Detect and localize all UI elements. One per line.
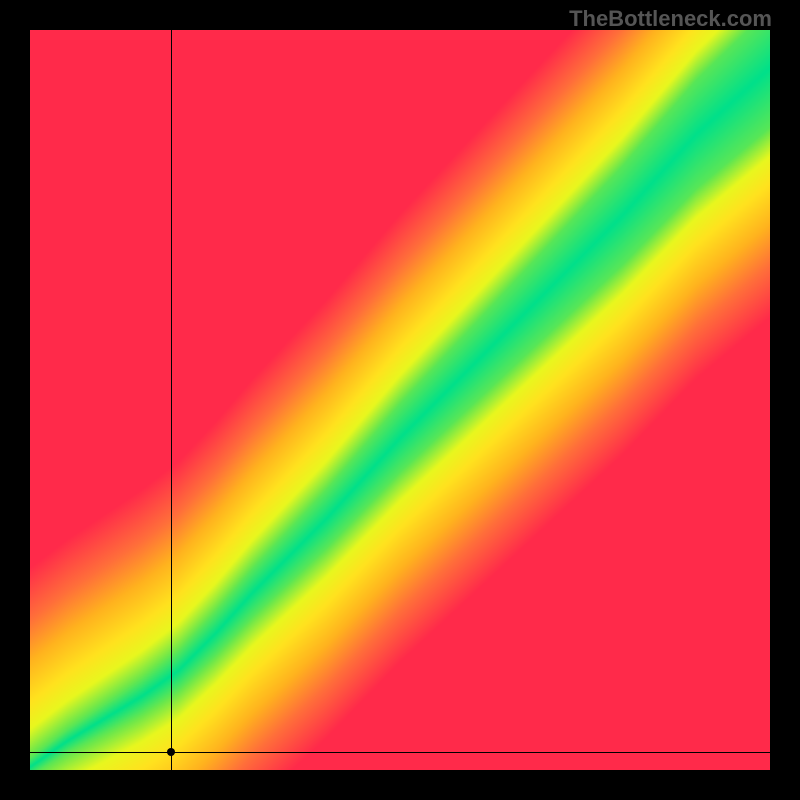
- crosshair-vertical: [171, 30, 172, 770]
- marker-point: [167, 748, 175, 756]
- watermark-text: TheBottleneck.com: [569, 6, 772, 32]
- heatmap-canvas: [30, 30, 770, 770]
- crosshair-horizontal: [30, 752, 770, 753]
- heatmap-plot: [30, 30, 770, 770]
